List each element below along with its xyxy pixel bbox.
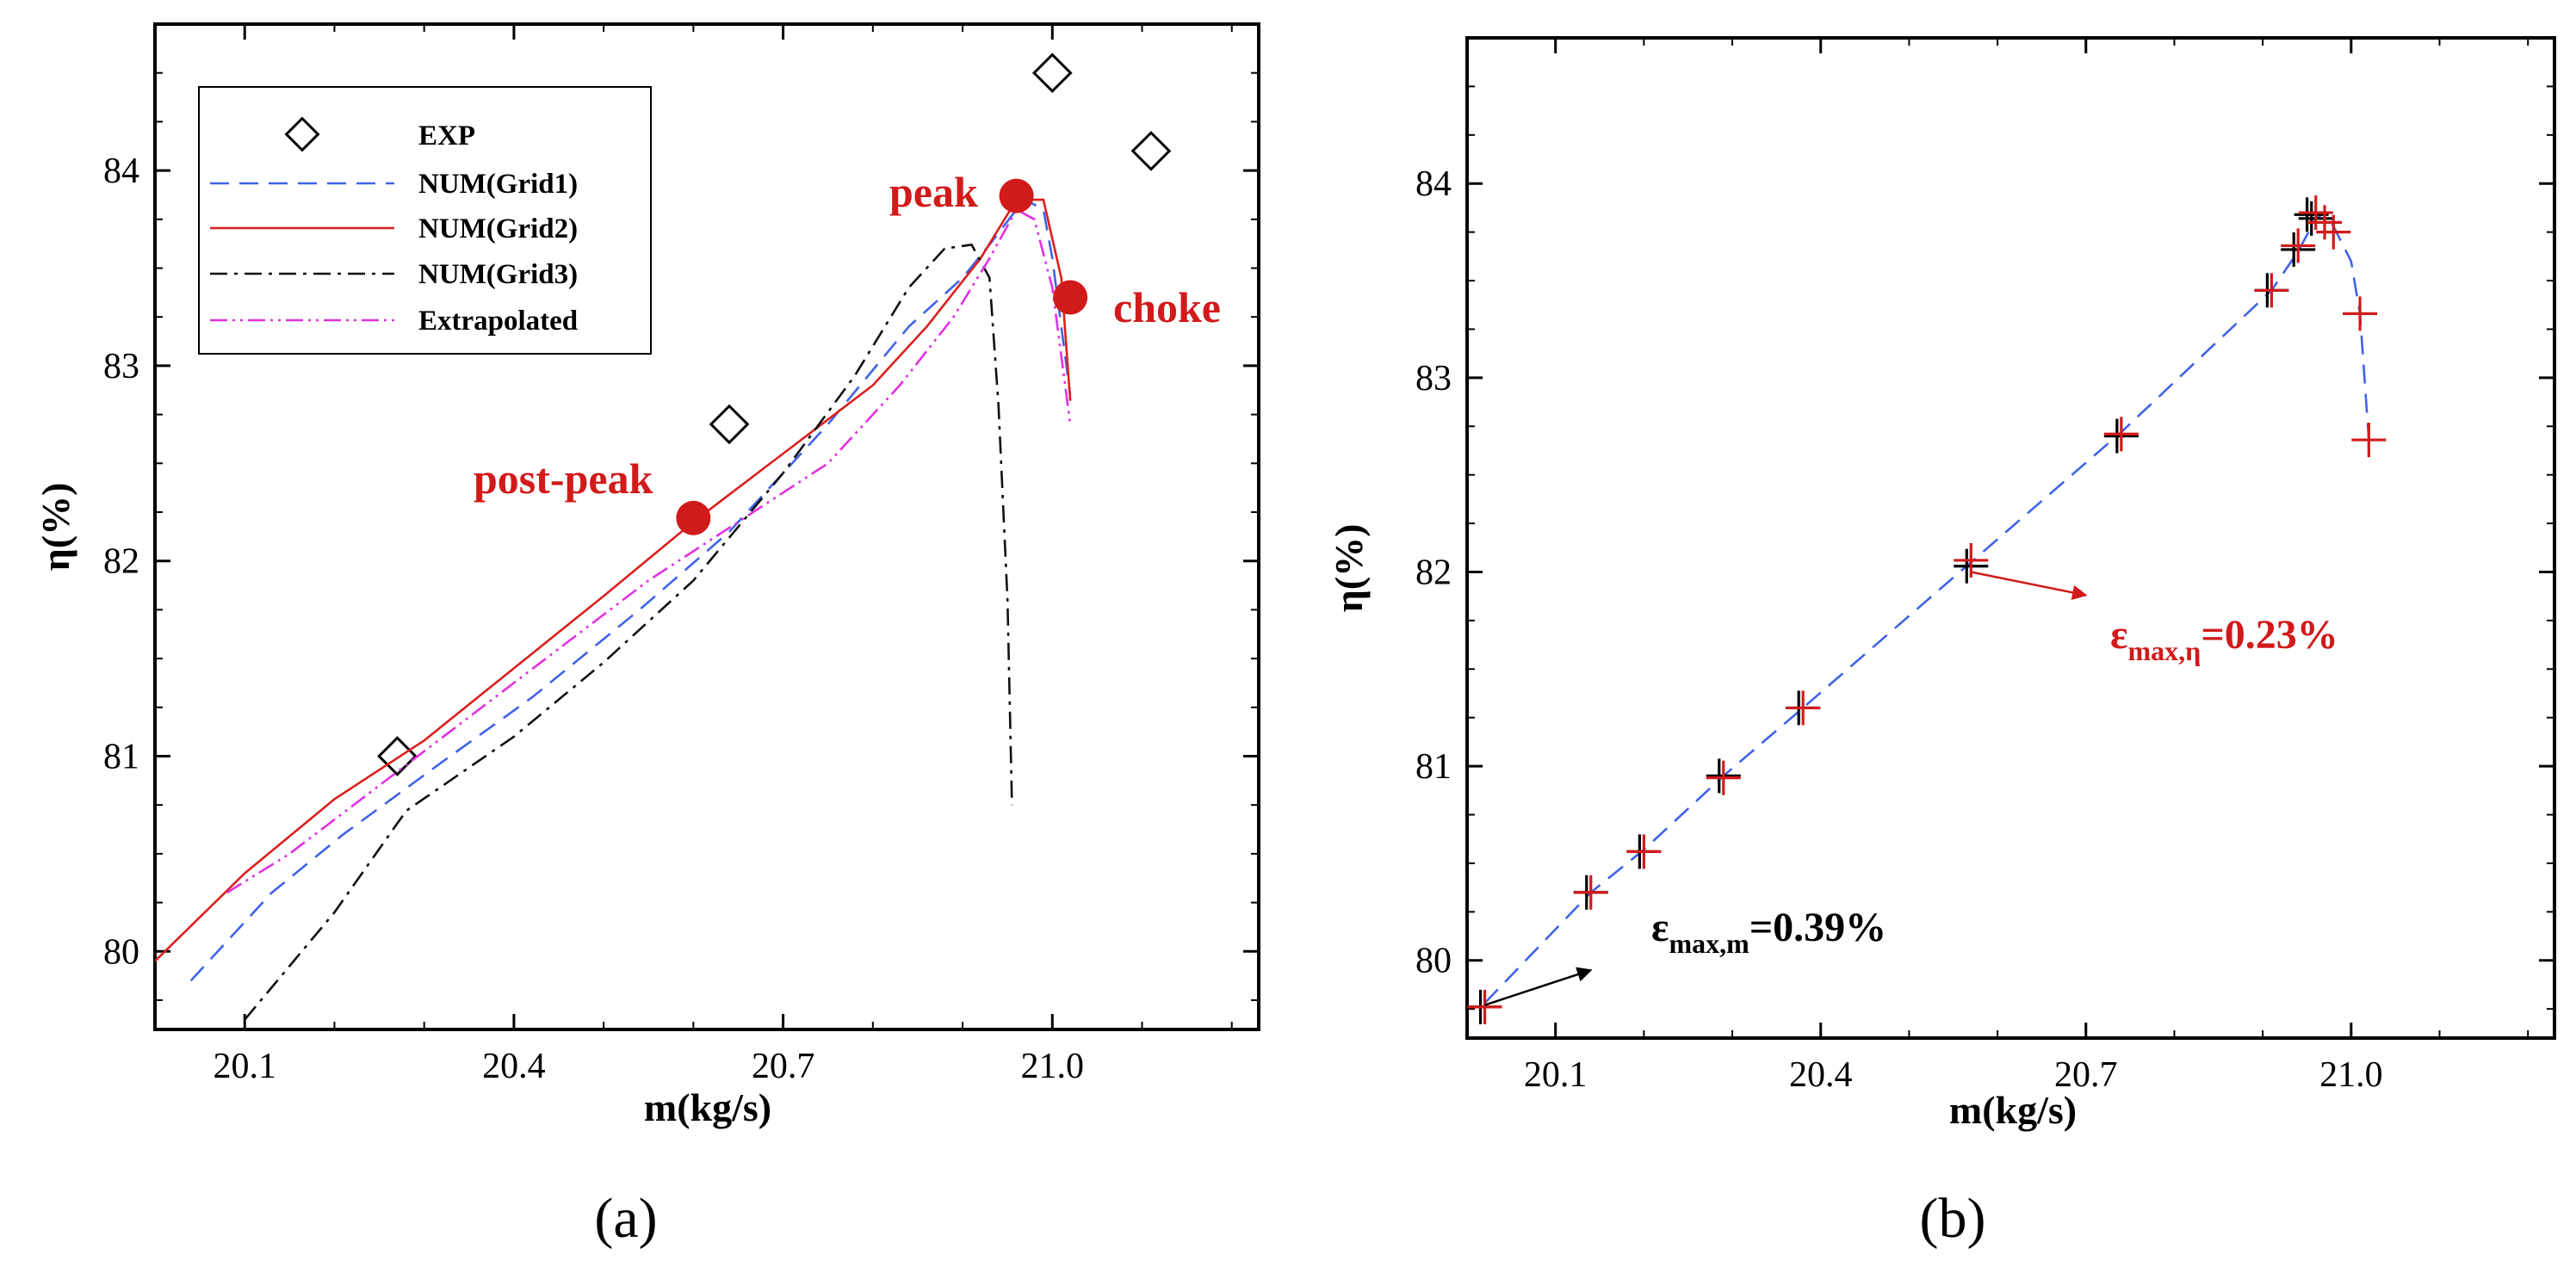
panel-label-b: (b) bbox=[1920, 1187, 1986, 1250]
x-tick-label: 20.4 bbox=[1789, 1055, 1853, 1095]
x-axis-label-a: m(kg/s) bbox=[644, 1085, 771, 1129]
legend: EXP NUM(Grid1) NUM(Grid2) NUM(Grid3) Ext… bbox=[198, 86, 652, 355]
operating-point-choke bbox=[1053, 280, 1088, 315]
series-layer-a bbox=[155, 53, 1172, 1021]
y-tick-label: 82 bbox=[1415, 553, 1452, 592]
eps-m-symbol: ε bbox=[1651, 905, 1669, 950]
eps-eta-subscript: max,η bbox=[2128, 635, 2201, 666]
operating-point-peak bbox=[999, 178, 1034, 213]
y-tick-label: 80 bbox=[1415, 942, 1452, 981]
x-tick-label: 20.7 bbox=[2054, 1055, 2118, 1095]
operating-points-a bbox=[676, 178, 1088, 535]
x-tick-label: 20.4 bbox=[482, 1047, 546, 1086]
legend-label-grid2: NUM(Grid2) bbox=[418, 213, 578, 244]
legend-entry-grid1: NUM(Grid1) bbox=[210, 169, 578, 200]
eps-eta-symbol: ε bbox=[2110, 612, 2128, 658]
series-line-extrapolated bbox=[226, 207, 1072, 894]
axis-ticks-b: 20.1 20.4 20.7 21.0 80 81 82 83 84 bbox=[1415, 37, 2554, 1095]
y-tick-label: 80 bbox=[103, 932, 139, 972]
y-tick-label: 83 bbox=[103, 347, 139, 386]
series-line-b bbox=[1483, 211, 2370, 1004]
legend-label-grid1: NUM(Grid1) bbox=[418, 169, 578, 200]
legend-entry-extrapolated: Extrapolated bbox=[210, 306, 578, 337]
axis-ticks-a: 20.1 20.4 20.7 21.0 80 81 82 83 84 bbox=[103, 23, 1259, 1086]
x-tick-label: 21.0 bbox=[1021, 1047, 1085, 1086]
eps-m-value: =0.39% bbox=[1749, 905, 1886, 950]
arrow-eps-eta bbox=[1971, 571, 2088, 601]
exp-marker bbox=[377, 736, 418, 776]
series-layer-b bbox=[1467, 195, 2387, 1024]
series-line-num-grid3 bbox=[244, 243, 1013, 1021]
legend-entry-grid2: NUM(Grid2) bbox=[210, 213, 578, 244]
legend-entry-exp: EXP bbox=[284, 116, 475, 152]
eps-m-subscript: max,m bbox=[1669, 928, 1750, 959]
legend-label-extrapolated: Extrapolated bbox=[418, 306, 578, 337]
label-post-peak: post-peak bbox=[474, 454, 653, 503]
operating-point-post-peak bbox=[676, 500, 711, 535]
legend-label-exp: EXP bbox=[418, 121, 475, 151]
x-tick-label: 20.1 bbox=[213, 1047, 276, 1086]
x-tick-label: 21.0 bbox=[2319, 1055, 2383, 1095]
arrow-eps-m bbox=[1484, 967, 1593, 1006]
plot-frame-a bbox=[153, 22, 1260, 1031]
legend-label-grid3: NUM(Grid3) bbox=[418, 259, 578, 290]
series-line-num-grid1 bbox=[189, 198, 1072, 982]
x-axis-label-b: m(kg/s) bbox=[1949, 1088, 2077, 1132]
plot-frame-b bbox=[1465, 36, 2556, 1040]
y-axis-label-a: η(%) bbox=[34, 483, 77, 572]
y-tick-label: 82 bbox=[103, 542, 139, 582]
exp-marker bbox=[1130, 131, 1172, 171]
y-tick-label: 83 bbox=[1415, 359, 1452, 399]
label-choke: choke bbox=[1113, 283, 1221, 331]
exp-marker bbox=[1031, 53, 1073, 94]
y-axis-label-b: η(%) bbox=[1327, 524, 1371, 613]
series-line-num-grid2 bbox=[155, 198, 1072, 962]
legend-diamond-icon bbox=[284, 116, 320, 152]
eps-eta-value: =0.23% bbox=[2201, 612, 2338, 658]
annotation-eps-m: εmax,m=0.39% bbox=[1651, 905, 1886, 959]
legend-box bbox=[198, 86, 652, 355]
annotation-eps-eta: εmax,η=0.23% bbox=[2110, 612, 2338, 666]
y-tick-label: 84 bbox=[1415, 164, 1452, 204]
x-tick-label: 20.1 bbox=[1524, 1055, 1588, 1095]
chart-panel-a: 20.1 20.4 20.7 21.0 80 81 82 83 84 EXP NUM(Grid1… bbox=[34, 22, 1260, 1250]
label-peak: peak bbox=[889, 168, 978, 216]
y-tick-label: 81 bbox=[103, 737, 139, 776]
y-tick-label: 84 bbox=[103, 151, 139, 191]
panel-label-a: (a) bbox=[594, 1187, 657, 1250]
y-tick-label: 81 bbox=[1415, 747, 1452, 787]
x-tick-label: 20.7 bbox=[752, 1047, 815, 1086]
exp-marker bbox=[709, 404, 750, 445]
legend-entry-grid3: NUM(Grid3) bbox=[210, 259, 578, 290]
